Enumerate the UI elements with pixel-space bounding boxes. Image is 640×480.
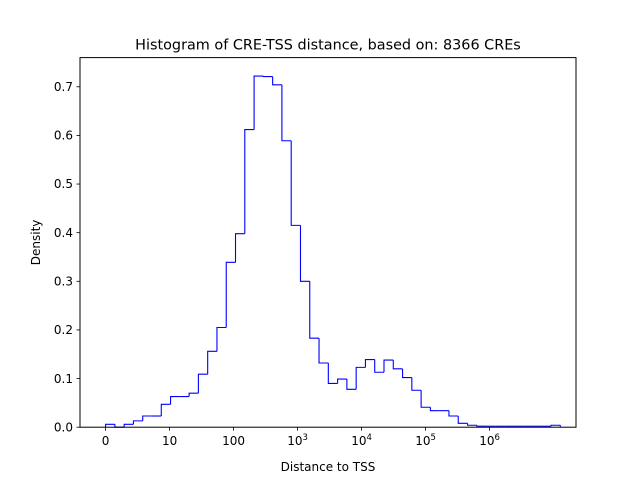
y-tick-label: 0.5 — [54, 177, 73, 191]
histogram-bin — [160, 403, 171, 417]
histogram-bin — [309, 281, 320, 339]
x-tick-label: 10 — [162, 434, 177, 448]
histogram-bin — [207, 350, 217, 375]
histogram-bin — [346, 379, 357, 390]
histogram-bin — [132, 420, 143, 425]
x-tick-label: 103 — [287, 433, 308, 448]
histogram-bin — [299, 225, 310, 282]
histogram-bin — [429, 407, 440, 412]
y-tick-label: 0.7 — [54, 80, 73, 94]
x-tick-label: 105 — [415, 433, 436, 448]
histogram-bin — [281, 84, 292, 142]
x-tick-label: 106 — [479, 433, 500, 448]
histogram-bin — [272, 76, 282, 86]
histogram-bin — [197, 373, 208, 394]
y-axis-label: Density — [29, 220, 43, 266]
histogram-bin — [364, 359, 375, 368]
histogram-bin — [216, 326, 227, 352]
histogram-bin — [550, 424, 561, 427]
histogram-bin — [188, 392, 199, 397]
y-tick-label: 0.2 — [54, 323, 73, 337]
histogram-bin — [142, 415, 152, 421]
histogram-bin — [402, 368, 412, 379]
histogram-bin — [392, 360, 403, 370]
histogram-bin — [244, 129, 255, 234]
y-tick-label: 0.3 — [54, 275, 73, 289]
histogram-bin — [234, 233, 245, 263]
histogram-bin — [466, 423, 477, 426]
plot-frame — [79, 57, 577, 428]
plot-area — [105, 75, 561, 428]
histogram-bin — [337, 378, 347, 384]
histogram-bin — [327, 363, 338, 384]
histogram-bin — [105, 423, 115, 428]
x-tick-label: 104 — [351, 433, 372, 448]
y-tick-label: 0.6 — [54, 129, 73, 143]
histogram-bin — [448, 410, 459, 417]
histogram-bin — [225, 261, 236, 328]
histogram-bin — [290, 140, 301, 226]
histogram-bin — [123, 423, 134, 428]
histogram-bin — [411, 377, 422, 391]
y-tick-label: 0.0 — [54, 420, 73, 434]
x-tick-label: 100 — [222, 434, 245, 448]
histogram-bin — [476, 425, 487, 427]
y-tick-label: 0.4 — [54, 226, 73, 240]
chart-title: Histogram of CRE-TSS distance, based on:… — [135, 38, 521, 54]
histogram-bin — [170, 396, 180, 405]
histogram-bin — [420, 390, 431, 408]
histogram-bin — [253, 75, 264, 130]
y-axis: 0.0 0.1 0.2 0.3 0.4 0.5 0.6 0.7 — [54, 80, 80, 434]
histogram-bin — [318, 338, 329, 364]
histogram-bin — [374, 359, 384, 373]
y-tick-label: 0.1 — [54, 372, 73, 386]
histogram-bin — [383, 359, 394, 373]
histogram-bin — [355, 366, 366, 390]
x-tick-label: 0 — [102, 434, 110, 448]
histogram-bin — [457, 416, 468, 424]
x-axis-label: Distance to TSS — [281, 460, 376, 474]
x-axis: 0 10 100 103 104 105 106 — [102, 427, 500, 448]
